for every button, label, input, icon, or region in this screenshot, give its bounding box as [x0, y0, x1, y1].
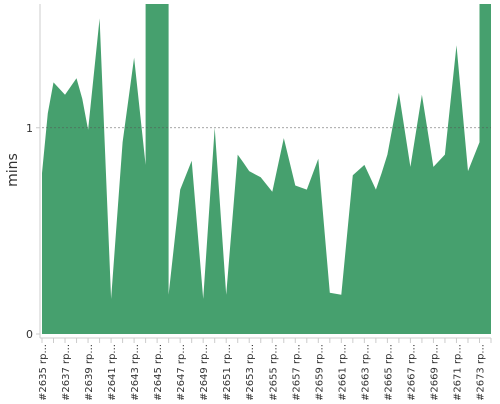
x-tick-label: #2653 rp... [245, 344, 256, 400]
plot-area [42, 4, 491, 334]
x-tick-label: #2647 rp... [176, 344, 187, 400]
x-tick-label: #2645 rp... [153, 344, 164, 400]
x-tick-label: #2667 rp... [406, 344, 417, 400]
x-tick-label: #2641 rp... [107, 344, 118, 400]
x-tick-label: #2649 rp... [199, 344, 210, 400]
x-tick-label: #2643 rp... [130, 344, 141, 400]
area-series-0 [42, 4, 491, 334]
x-tick-label: #2655 rp... [268, 344, 279, 400]
x-tick-label: #2639 rp... [84, 344, 95, 400]
y-axis: 01 [26, 4, 41, 341]
x-tick-label: #2669 rp... [429, 344, 440, 400]
x-axis: #2635 rp... #2637 rp... #2639 rp... #2641 r… [38, 337, 492, 401]
x-tick-label: #2637 rp... [61, 344, 72, 400]
y-tick-label: 1 [26, 122, 33, 135]
x-tick-label: #2635 rp... [38, 344, 49, 400]
x-tick-label: #2661 rp... [337, 344, 348, 400]
x-tick-label: #2651 rp... [222, 344, 233, 400]
x-tick-label: #2673 rp... [476, 344, 487, 400]
y-tick-label: 0 [26, 328, 33, 341]
x-tick-label: #2657 rp... [291, 344, 302, 400]
x-tick-label: #2671 rp... [453, 344, 464, 400]
y-axis-label: mins [5, 153, 21, 187]
x-tick-label: #2665 rp... [383, 344, 394, 400]
x-tick-label: #2659 rp... [314, 344, 325, 400]
x-tick-label: #2663 rp... [360, 344, 371, 400]
